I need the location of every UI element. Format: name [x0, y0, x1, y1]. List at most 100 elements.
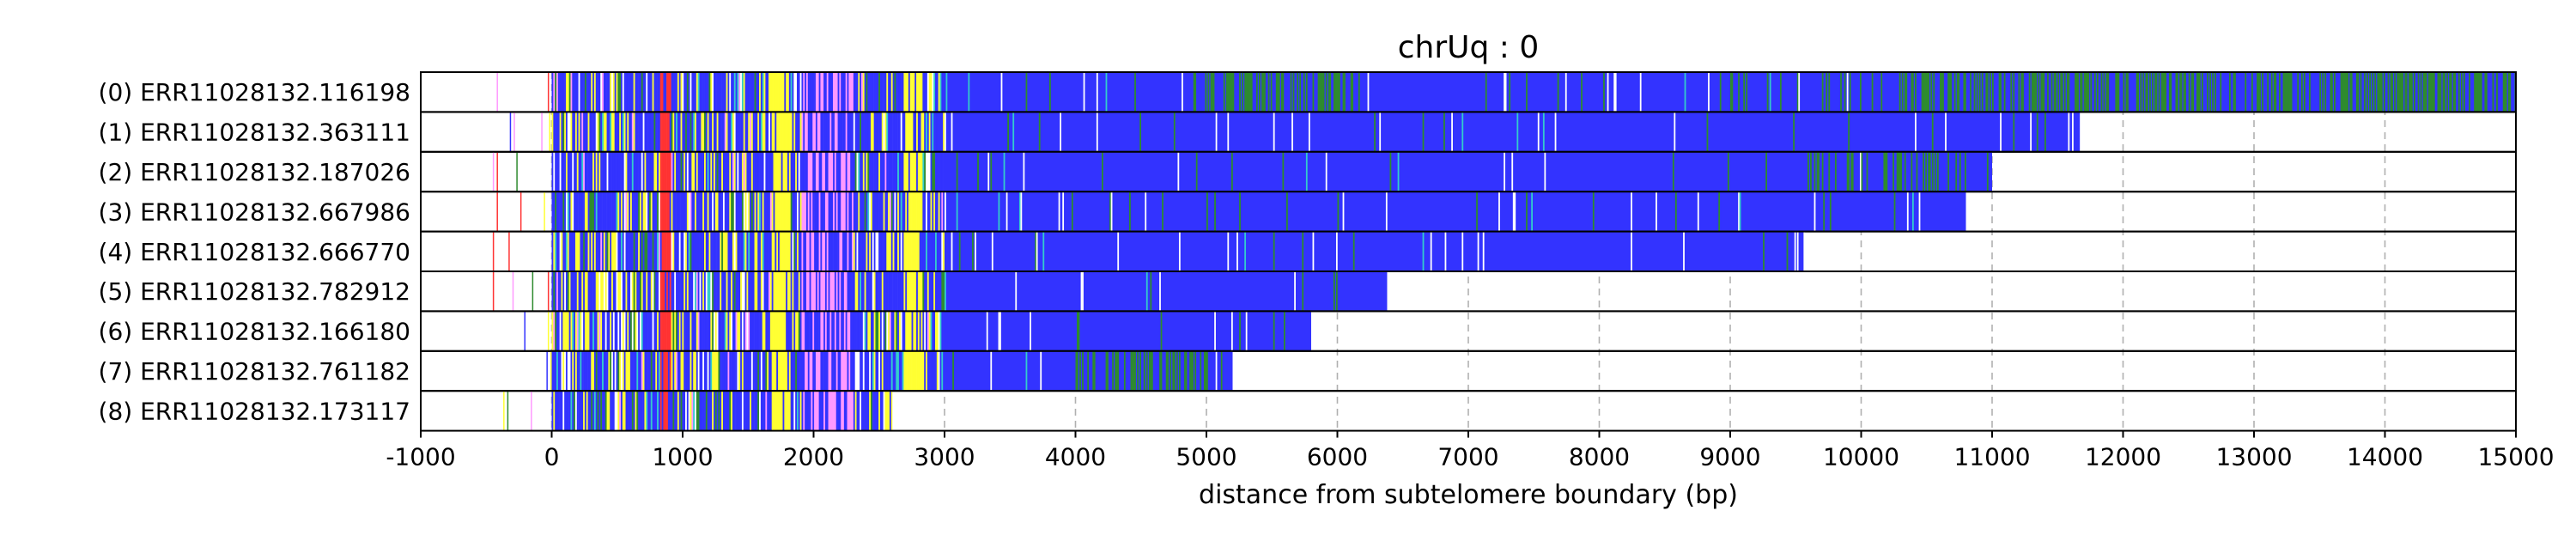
repeat-segment [1177, 151, 1180, 192]
repeat-segment [850, 391, 853, 431]
repeat-segment [860, 350, 862, 392]
repeat-segment [886, 191, 889, 232]
repeat-segment [858, 231, 860, 271]
repeat-segment [917, 271, 920, 312]
repeat-segment [779, 350, 781, 392]
repeat-segment [600, 350, 603, 392]
repeat-segment [707, 72, 709, 112]
repeat-segment [914, 191, 917, 232]
repeat-segment [524, 311, 526, 351]
repeat-segment [740, 391, 743, 431]
repeat-segment [858, 350, 860, 392]
repeat-segment [2437, 72, 2439, 112]
repeat-segment [2031, 72, 2033, 112]
x-axis: -1000 0 1000 2000 3000 4000 5000 6000 7000 8000 90… [386, 430, 2555, 471]
repeat-segment [938, 191, 940, 232]
repeat-segment [787, 391, 790, 431]
repeat-segment [801, 350, 804, 392]
repeat-segment [641, 311, 643, 351]
read-label: (7) ERR11028132.761182 [99, 357, 410, 386]
repeat-segment [1145, 191, 1147, 232]
repeat-segment [888, 72, 890, 112]
repeat-segment [920, 151, 923, 192]
repeat-segment [516, 151, 518, 192]
repeat-segment [629, 350, 631, 392]
repeat-segment [935, 191, 938, 232]
repeat-segment [853, 151, 855, 192]
repeat-segment [617, 112, 620, 152]
repeat-segment [1906, 191, 1909, 232]
repeat-segment [762, 151, 764, 192]
repeat-segment [603, 350, 606, 392]
repeat-segment [746, 311, 749, 351]
repeat-segment [757, 271, 760, 312]
repeat-segment [583, 271, 586, 312]
repeat-segment [765, 391, 768, 431]
repeat-segment [1900, 151, 1903, 192]
repeat-segment [841, 271, 843, 312]
repeat-segment [922, 311, 925, 351]
repeat-segment [924, 271, 927, 312]
repeat-segment [769, 350, 771, 392]
repeat-segment [911, 271, 914, 312]
repeat-segment [705, 350, 708, 392]
repeat-segment [818, 311, 821, 351]
repeat-segment [721, 112, 724, 152]
repeat-segment [581, 151, 584, 192]
repeat-segment [1259, 72, 1261, 112]
repeat-segment [705, 191, 708, 232]
repeat-segment [697, 311, 700, 351]
repeat-segment [685, 112, 688, 152]
repeat-segment [823, 311, 826, 351]
repeat-segment [919, 311, 921, 351]
repeat-segment [1942, 72, 1944, 112]
repeat-segment [598, 391, 601, 431]
repeat-segment [1342, 191, 1345, 232]
repeat-segment [695, 350, 697, 392]
repeat-segment [731, 151, 733, 192]
repeat-segment [707, 311, 709, 351]
repeat-segment [932, 191, 934, 232]
repeat-segment [713, 112, 716, 152]
repeat-segment [873, 112, 876, 152]
repeat-segment [801, 231, 804, 271]
repeat-segment [933, 191, 936, 232]
repeat-segment [778, 391, 781, 431]
repeat-segment [712, 72, 714, 112]
repeat-segment [562, 112, 565, 152]
repeat-segment [611, 151, 614, 192]
repeat-segment [708, 391, 711, 431]
repeat-segment [796, 112, 799, 152]
repeat-segment [861, 311, 864, 351]
repeat-segment [2057, 72, 2060, 112]
repeat-segment [927, 231, 929, 271]
repeat-segment [820, 350, 823, 392]
repeat-segment [1544, 151, 1546, 192]
repeat-segment [627, 231, 629, 271]
repeat-segment [565, 350, 568, 392]
repeat-segment [815, 391, 818, 431]
repeat-segment [1923, 151, 1924, 192]
repeat-segment [903, 350, 906, 392]
repeat-segment [611, 112, 614, 152]
repeat-segment [927, 112, 929, 152]
repeat-segment [799, 191, 802, 232]
repeat-segment [778, 191, 781, 232]
repeat-segment [695, 311, 697, 351]
repeat-segment [839, 391, 841, 431]
repeat-segment [870, 112, 873, 152]
repeat-segment [663, 72, 665, 112]
repeat-segment [708, 191, 711, 232]
repeat-segment [861, 112, 864, 152]
repeat-segment [606, 72, 609, 112]
repeat-segment [873, 350, 876, 392]
repeat-segment [889, 112, 892, 152]
repeat-segment [695, 151, 697, 192]
repeat-segment [778, 271, 781, 312]
repeat-segment [617, 271, 620, 312]
repeat-segment [562, 311, 565, 351]
repeat-segment [741, 72, 744, 112]
repeat-segment [765, 271, 768, 312]
repeat-segment [683, 72, 686, 112]
repeat-segment [2330, 72, 2332, 112]
